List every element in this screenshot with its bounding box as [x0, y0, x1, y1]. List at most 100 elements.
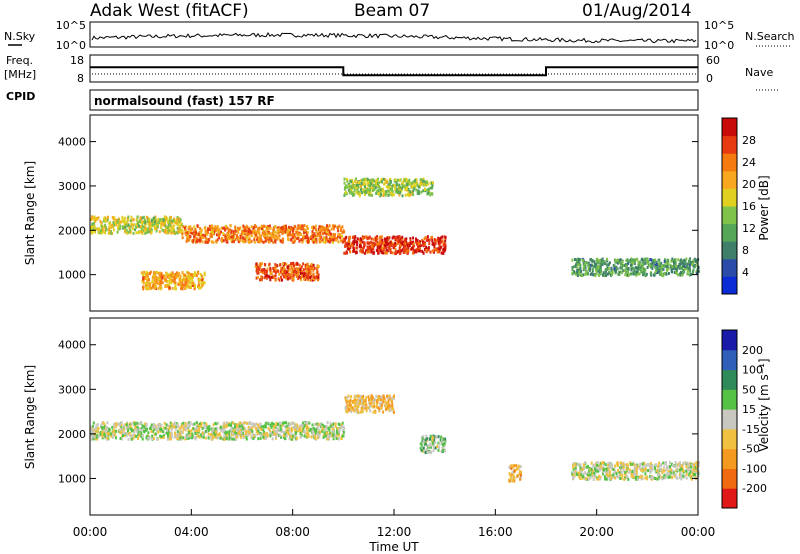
data-cell: [187, 422, 190, 426]
data-cell: [391, 190, 394, 194]
data-cell: [184, 226, 186, 230]
data-cell: [132, 434, 134, 438]
data-cell: [378, 181, 380, 185]
data-cell: [300, 238, 303, 242]
data-cell: [163, 215, 166, 219]
data-cell: [137, 221, 139, 225]
data-cell: [283, 430, 286, 434]
data-cell: [182, 421, 185, 425]
data-cell: [631, 262, 634, 266]
data-cell: [671, 265, 674, 268]
data-cell: [637, 266, 640, 270]
data-cell: [147, 222, 150, 226]
data-cell: [391, 404, 394, 408]
data-cell: [599, 461, 602, 465]
data-cell: [170, 229, 173, 233]
data-cell: [182, 276, 185, 279]
data-cell: [253, 434, 255, 438]
data-cell: [323, 231, 326, 235]
data-cell: [156, 221, 159, 225]
data-cell: [190, 273, 193, 277]
data-cell: [629, 463, 632, 466]
data-cell: [325, 232, 328, 236]
data-cell: [168, 277, 171, 281]
data-cell: [347, 188, 350, 192]
data-cell: [191, 276, 194, 279]
data-cell: [612, 471, 615, 475]
data-cell: [97, 216, 100, 220]
data-cell: [138, 433, 141, 437]
data-cell: [380, 178, 383, 182]
data-cell: [242, 229, 245, 233]
data-cell: [397, 191, 400, 195]
data-cell: [295, 231, 298, 235]
data-cell: [234, 229, 237, 233]
data-cell: [168, 223, 171, 227]
data-cell: [343, 186, 346, 190]
data-cell: [302, 426, 305, 430]
data-cell: [286, 276, 289, 280]
data-cell: [651, 463, 654, 467]
data-cell: [167, 231, 170, 235]
data-cell: [667, 266, 670, 270]
data-cell: [324, 238, 327, 242]
data-cell: [182, 278, 185, 282]
data-cell: [376, 246, 379, 250]
data-cell: [415, 181, 418, 185]
data-cell: [209, 233, 212, 237]
data-cell: [288, 230, 291, 234]
station-title: Adak West (fitACF): [90, 1, 249, 21]
data-cell: [660, 265, 663, 269]
data-cell: [679, 266, 682, 270]
data-cell: [363, 180, 366, 183]
data-cell: [104, 219, 107, 223]
data-cell: [153, 423, 156, 426]
data-cell: [697, 266, 700, 270]
nsearch-label: N.Search: [745, 30, 795, 43]
data-cell: [91, 222, 94, 226]
data-cell: [247, 240, 250, 244]
data-cell: [359, 239, 362, 243]
data-cell: [340, 436, 343, 440]
data-cell: [170, 281, 173, 285]
data-cell: [292, 235, 294, 239]
data-cell: [332, 422, 335, 426]
data-cell: [181, 281, 184, 285]
data-cell: [142, 427, 145, 430]
data-cell: [233, 433, 236, 437]
data-cell: [691, 262, 694, 266]
data-cell: [250, 230, 253, 234]
data-cell: [102, 428, 105, 432]
data-cell: [323, 425, 326, 429]
data-cell: [354, 235, 357, 239]
data-cell: [431, 438, 434, 442]
data-cell: [364, 182, 366, 186]
data-cell: [511, 464, 514, 468]
data-cell: [310, 237, 312, 240]
data-cell: [325, 426, 328, 430]
data-cell: [361, 399, 363, 403]
data-cell: [406, 246, 409, 250]
data-cell: [279, 226, 282, 230]
data-cell: [125, 224, 128, 228]
data-cell: [307, 278, 310, 282]
data-cell: [239, 435, 242, 439]
data-cell: [242, 231, 245, 235]
data-cell: [443, 249, 446, 253]
data-cell: [579, 466, 582, 470]
data-cell: [157, 426, 160, 430]
data-cell: [108, 227, 111, 231]
data-cell: [254, 427, 257, 431]
data-cell: [394, 187, 397, 191]
data-cell: [108, 222, 111, 226]
data-cell: [509, 474, 512, 477]
data-cell: [203, 423, 206, 427]
data-cell: [197, 232, 200, 236]
data-cell: [332, 224, 335, 228]
data-cell: [419, 446, 422, 450]
data-cell: [356, 183, 359, 187]
data-cell: [359, 249, 362, 253]
data-cell: [671, 270, 674, 274]
data-cell: [583, 463, 586, 467]
data-cell: [135, 226, 138, 230]
